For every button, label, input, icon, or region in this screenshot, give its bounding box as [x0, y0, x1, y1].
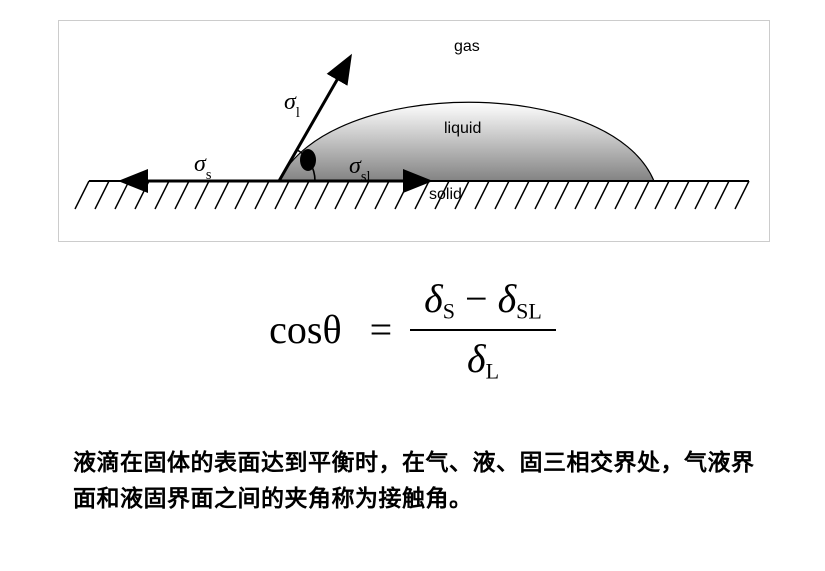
equation-lhs: cosθ — [269, 306, 341, 353]
sigma-l-label: σl — [284, 89, 300, 121]
sigma-s-label: σs — [194, 151, 212, 183]
delta-symbol: δ — [498, 276, 517, 321]
subscript-s: S — [443, 299, 455, 324]
subscript-sl: SL — [516, 299, 542, 324]
youngs-equation: cosθ = δS − δSL δL — [0, 275, 825, 384]
delta-symbol: δ — [467, 336, 486, 381]
minus-sign: − — [465, 276, 498, 321]
solid-label: solid — [429, 186, 462, 203]
liquid-droplet — [279, 102, 654, 181]
theta-marker — [300, 149, 316, 171]
equals-sign: = — [370, 306, 393, 353]
subscript-l: L — [486, 358, 499, 383]
gas-label: gas — [454, 38, 480, 55]
liquid-label: liquid — [444, 120, 481, 137]
caption-text: 液滴在固体的表面达到平衡时，在气、液、固三相交界处，气液界面和液固界面之间的夹角… — [73, 445, 763, 516]
contact-angle-diagram: gas liquid solid σs σl σsl — [58, 20, 770, 242]
equation-denominator: δL — [410, 331, 556, 385]
slide-canvas: { "diagram": { "viewbox": { "w": 710, "h… — [0, 0, 825, 571]
equation-fraction: δS − δSL δL — [410, 275, 556, 384]
solid-hatching — [75, 181, 749, 209]
equation-numerator: δS − δSL — [410, 275, 556, 331]
delta-symbol: δ — [424, 276, 443, 321]
